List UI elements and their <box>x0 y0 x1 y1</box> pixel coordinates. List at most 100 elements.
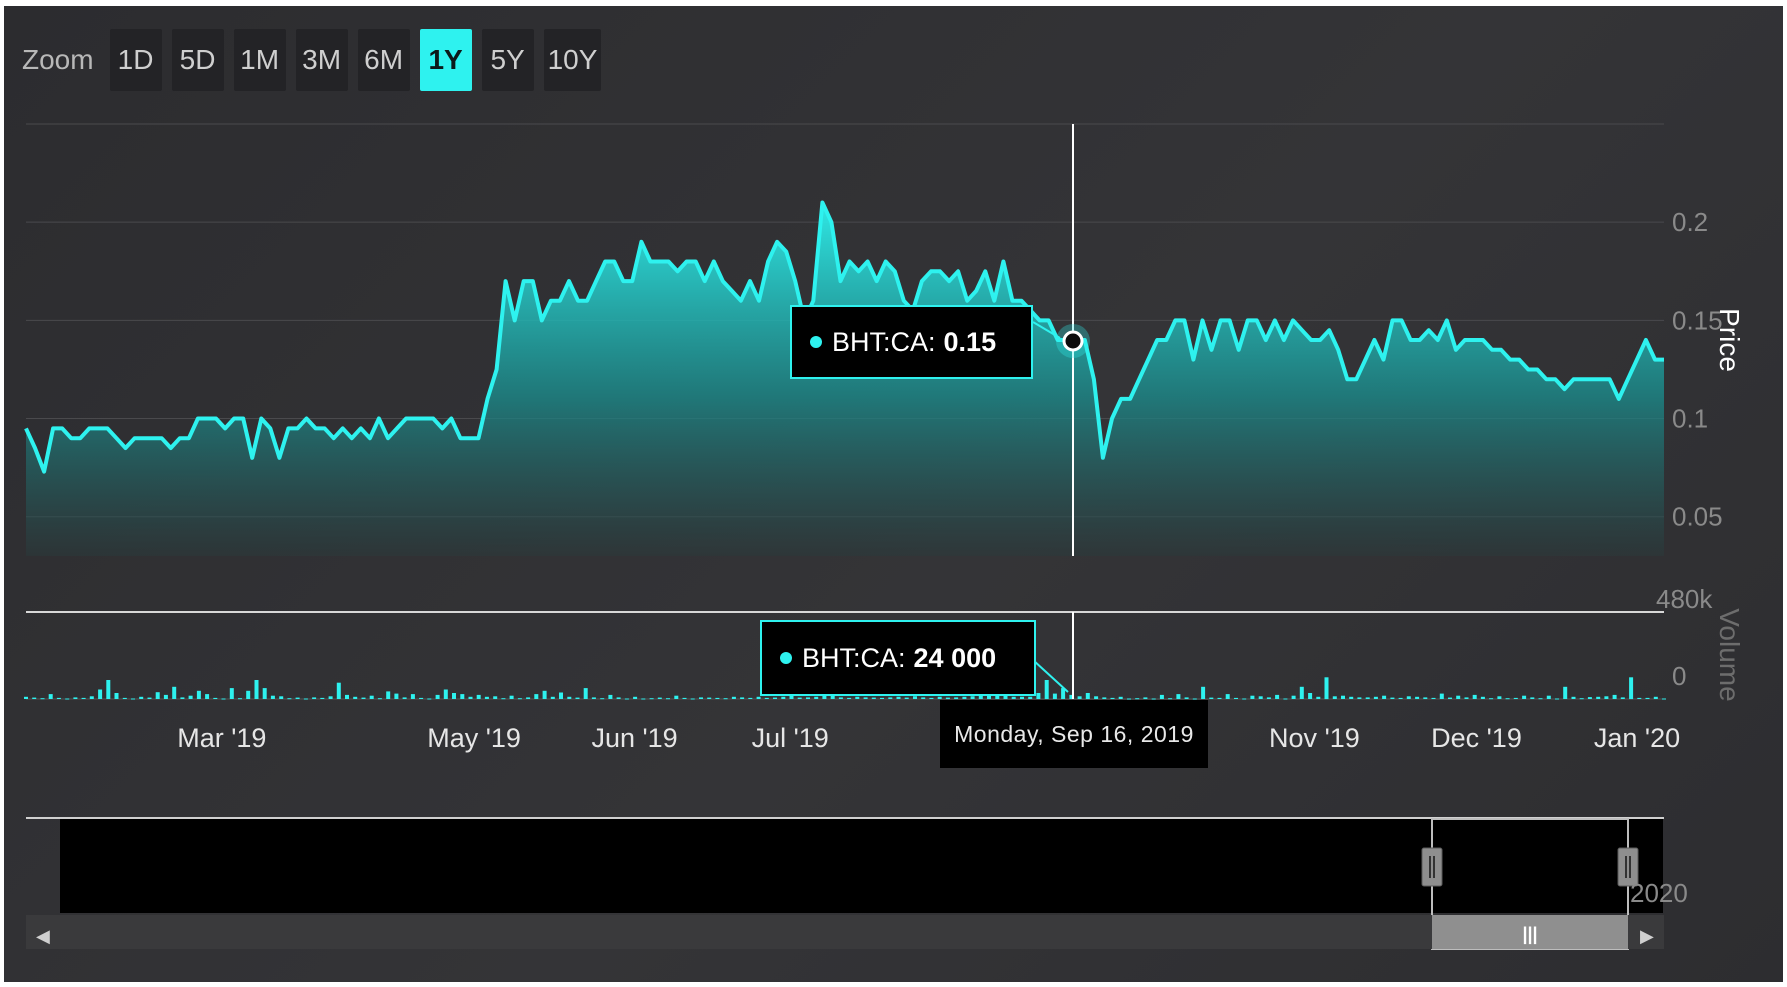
volume-bar <box>172 686 177 699</box>
volume-bar <box>1225 694 1230 699</box>
volume-bar <box>1316 696 1321 699</box>
volume-bar <box>1036 693 1041 699</box>
volume-bar <box>48 694 53 699</box>
navigator-left-handle[interactable] <box>1421 847 1443 887</box>
volume-bar <box>1629 677 1634 700</box>
volume-bar <box>410 694 415 699</box>
volume-bars <box>24 677 1666 700</box>
volume-bar <box>1645 697 1650 699</box>
volume-bar <box>1480 696 1485 699</box>
volume-tooltip: BHT:CA: 24 000 <box>760 620 1036 696</box>
volume-bar <box>40 698 45 700</box>
volume-bar <box>567 696 572 699</box>
volume-bar <box>427 698 432 700</box>
volume-bar <box>394 693 399 699</box>
volume-bar <box>1176 694 1181 699</box>
volume-bar <box>937 696 942 699</box>
volume-bar <box>1275 694 1280 699</box>
volume-bar <box>517 698 522 700</box>
volume-bar <box>460 694 465 699</box>
volume-bar <box>1052 693 1057 699</box>
zoom-10y-button[interactable]: 10Y <box>543 29 602 91</box>
scrollbar-track[interactable] <box>26 915 1664 949</box>
price-tooltip-pointer <box>1032 321 1061 339</box>
scrollbar-grip-icon: ||| <box>1522 924 1537 944</box>
volume-axis-title: Volume <box>1714 608 1745 701</box>
volume-bar <box>1538 698 1543 700</box>
volume-bar <box>303 698 308 700</box>
volume-bar <box>1505 698 1510 700</box>
volume-bar <box>501 698 506 700</box>
volume-bar <box>880 697 884 699</box>
scrollbar-thumb[interactable] <box>1432 915 1628 949</box>
volume-bar <box>509 695 514 699</box>
volume-bar <box>1637 697 1642 699</box>
scrollbar-left-button[interactable] <box>26 915 60 949</box>
volume-bar <box>163 694 168 699</box>
volume-bar <box>715 697 720 699</box>
volume-tooltip-label: BHT:CA: <box>802 642 906 673</box>
volume-bar <box>476 694 481 699</box>
zoom-6m-button[interactable]: 6M <box>357 29 410 91</box>
volume-bar <box>1431 697 1436 699</box>
volume-bar <box>1266 697 1271 699</box>
volume-bar <box>764 697 769 699</box>
volume-bar <box>24 696 28 699</box>
price-area <box>26 202 1664 556</box>
volume-bar <box>1250 695 1255 699</box>
volume-bar <box>1234 697 1238 699</box>
volume-bar <box>666 698 670 700</box>
zoom-1m-button[interactable]: 1M <box>233 29 286 91</box>
price-tick-label: 0.1 <box>1672 404 1708 434</box>
volume-bar <box>147 697 152 699</box>
volume-bar <box>1094 696 1099 699</box>
scrollbar-right-button[interactable] <box>1630 915 1664 949</box>
price-tick-label: 0.15 <box>1672 305 1723 335</box>
volume-bar <box>1028 696 1033 699</box>
volume-bar <box>871 697 876 699</box>
volume-bar <box>1291 695 1296 699</box>
volume-bar <box>1587 697 1592 699</box>
volume-bar <box>830 695 835 699</box>
volume-bar <box>435 694 440 699</box>
volume-bar <box>838 697 843 699</box>
price-tick-label: 0.2 <box>1672 207 1708 237</box>
volume-bar <box>32 697 37 699</box>
volume-bar <box>674 695 679 699</box>
volume-bar <box>756 696 761 699</box>
volume-bar <box>106 680 111 699</box>
zoom-5y-button[interactable]: 5Y <box>481 29 534 91</box>
volume-bar <box>1242 698 1247 700</box>
zoom-5d-button[interactable]: 5D <box>171 29 224 91</box>
volume-bar <box>699 697 703 699</box>
volume-bar <box>1415 696 1420 699</box>
volume-bar <box>1612 694 1617 699</box>
volume-bar <box>229 688 234 699</box>
volume-tooltip-pointer <box>1032 659 1069 693</box>
volume-bar <box>526 697 531 699</box>
price-tooltip-label: BHT:CA: <box>832 326 936 357</box>
volume-bar <box>65 698 70 700</box>
volume-bar <box>221 698 226 700</box>
zoom-1y-button[interactable]: 1Y <box>419 29 472 91</box>
volume-bar <box>954 697 959 699</box>
volume-bar <box>1135 698 1140 700</box>
series-dot-icon <box>780 652 792 664</box>
price-line <box>24 200 1664 474</box>
volume-bar <box>1283 698 1288 700</box>
volume-bar <box>254 680 259 699</box>
volume-bar <box>1530 697 1535 699</box>
volume-bar <box>847 697 852 699</box>
zoom-1d-button[interactable]: 1D <box>109 29 162 91</box>
volume-bar <box>1472 694 1477 699</box>
volume-bar <box>386 691 391 699</box>
volume-bar <box>262 688 267 699</box>
volume-bar <box>56 697 61 699</box>
volume-bar <box>1398 697 1403 699</box>
navigator-right-handle[interactable] <box>1617 847 1639 887</box>
volume-bar <box>1604 696 1609 699</box>
x-tick-label: Mar '19 <box>177 723 266 753</box>
zoom-3m-button[interactable]: 3M <box>295 29 348 91</box>
volume-bar <box>155 692 160 699</box>
